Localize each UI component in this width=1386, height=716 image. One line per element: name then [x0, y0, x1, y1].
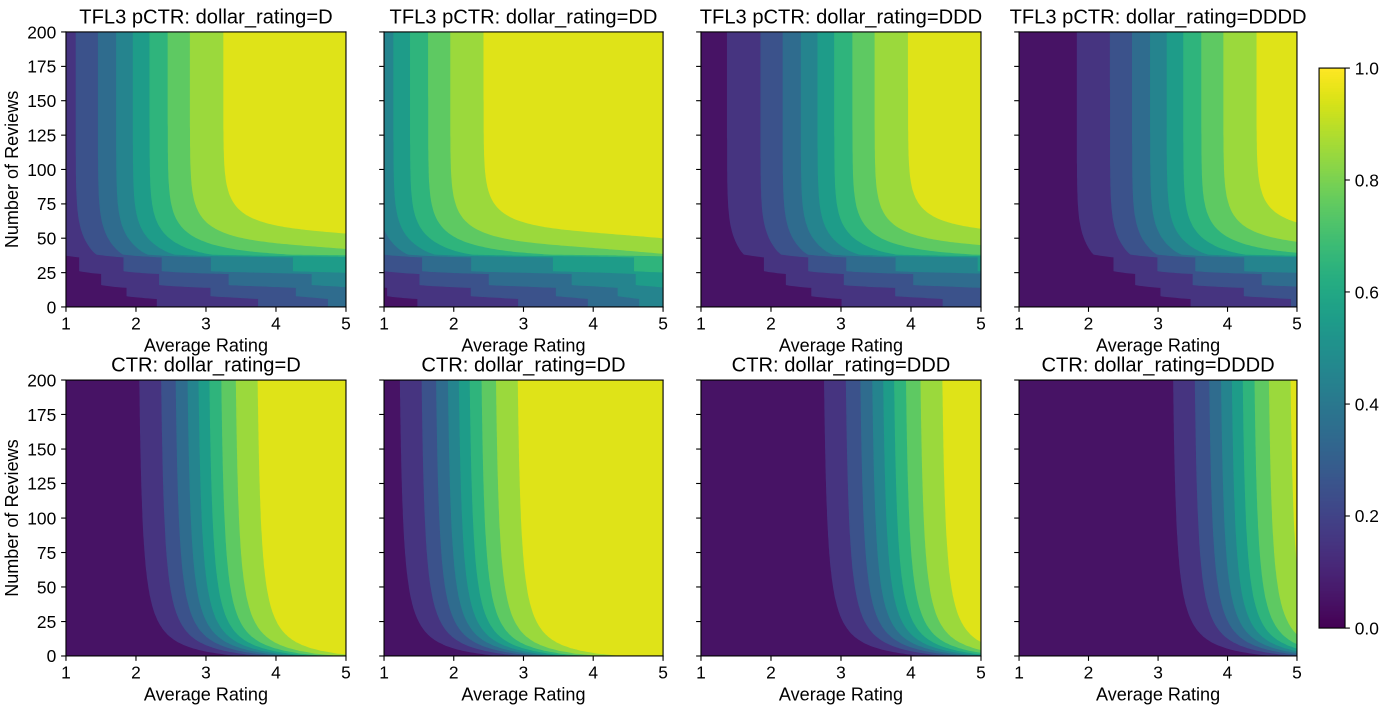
svg-text:5: 5	[341, 313, 351, 333]
svg-text:Average Rating: Average Rating	[144, 685, 268, 705]
svg-text:2: 2	[1084, 313, 1094, 333]
svg-text:Average Rating: Average Rating	[461, 685, 585, 705]
svg-text:Average Rating: Average Rating	[779, 336, 903, 356]
svg-text:4: 4	[1223, 313, 1233, 333]
svg-text:5: 5	[1292, 313, 1302, 333]
svg-text:3: 3	[519, 313, 529, 333]
svg-text:1: 1	[379, 662, 389, 682]
svg-text:4: 4	[906, 662, 916, 682]
svg-text:2: 2	[449, 662, 459, 682]
svg-text:Average Rating: Average Rating	[779, 685, 903, 705]
svg-text:5: 5	[341, 662, 351, 682]
svg-text:50: 50	[37, 577, 56, 597]
svg-text:2: 2	[131, 662, 141, 682]
svg-text:TFL3 pCTR: dollar_rating=DDD: TFL3 pCTR: dollar_rating=DDD	[700, 7, 982, 29]
svg-text:25: 25	[37, 612, 56, 632]
svg-text:3: 3	[836, 313, 846, 333]
svg-text:1: 1	[1014, 662, 1024, 682]
svg-text:Average Rating: Average Rating	[461, 336, 585, 356]
svg-text:100: 100	[27, 160, 56, 180]
svg-text:2: 2	[766, 313, 776, 333]
svg-text:Average Rating: Average Rating	[1096, 685, 1220, 705]
svg-text:TFL3 pCTR: dollar_rating=D: TFL3 pCTR: dollar_rating=D	[79, 7, 332, 29]
svg-text:1: 1	[61, 313, 71, 333]
svg-text:CTR: dollar_rating=D: CTR: dollar_rating=D	[111, 355, 301, 377]
svg-text:Average Rating: Average Rating	[1096, 336, 1220, 356]
svg-text:TFL3 pCTR: dollar_rating=DDDD: TFL3 pCTR: dollar_rating=DDDD	[1010, 7, 1307, 29]
svg-text:1: 1	[1014, 313, 1024, 333]
svg-text:3: 3	[201, 662, 211, 682]
svg-text:150: 150	[27, 91, 56, 111]
svg-text:2: 2	[449, 313, 459, 333]
svg-text:175: 175	[27, 405, 56, 425]
svg-text:TFL3 pCTR: dollar_rating=DD: TFL3 pCTR: dollar_rating=DD	[390, 7, 658, 29]
svg-text:3: 3	[1153, 662, 1163, 682]
svg-text:1: 1	[696, 313, 706, 333]
svg-text:1.0: 1.0	[1355, 58, 1379, 78]
svg-text:0.0: 0.0	[1355, 618, 1379, 638]
svg-text:0.8: 0.8	[1355, 170, 1379, 190]
svg-text:CTR: dollar_rating=DDD: CTR: dollar_rating=DDD	[732, 355, 951, 377]
svg-text:5: 5	[658, 662, 668, 682]
svg-text:5: 5	[976, 662, 986, 682]
svg-text:5: 5	[658, 313, 668, 333]
svg-text:200: 200	[27, 22, 56, 42]
svg-text:25: 25	[37, 263, 56, 283]
svg-text:4: 4	[588, 662, 598, 682]
svg-text:2: 2	[131, 313, 141, 333]
svg-text:0.6: 0.6	[1355, 282, 1379, 302]
svg-text:200: 200	[27, 370, 56, 390]
svg-text:2: 2	[1084, 662, 1094, 682]
svg-text:4: 4	[906, 313, 916, 333]
svg-text:1: 1	[61, 662, 71, 682]
svg-text:0: 0	[47, 297, 57, 317]
svg-text:5: 5	[976, 313, 986, 333]
svg-text:3: 3	[519, 662, 529, 682]
svg-text:0.2: 0.2	[1355, 506, 1379, 526]
svg-text:Number of Reviews: Number of Reviews	[2, 439, 22, 596]
svg-text:4: 4	[271, 662, 281, 682]
svg-text:4: 4	[271, 313, 281, 333]
svg-text:CTR: dollar_rating=DDDD: CTR: dollar_rating=DDDD	[1041, 355, 1274, 377]
svg-text:175: 175	[27, 57, 56, 77]
svg-text:3: 3	[1153, 313, 1163, 333]
svg-text:150: 150	[27, 439, 56, 459]
svg-text:100: 100	[27, 508, 56, 528]
svg-text:3: 3	[836, 662, 846, 682]
svg-text:1: 1	[696, 662, 706, 682]
svg-text:2: 2	[766, 662, 776, 682]
svg-text:0.4: 0.4	[1355, 394, 1379, 414]
svg-text:50: 50	[37, 229, 56, 249]
svg-text:5: 5	[1292, 662, 1302, 682]
svg-text:3: 3	[201, 313, 211, 333]
svg-text:125: 125	[27, 474, 56, 494]
svg-text:1: 1	[379, 313, 389, 333]
svg-text:CTR: dollar_rating=DD: CTR: dollar_rating=DD	[421, 355, 625, 377]
svg-text:Number of Reviews: Number of Reviews	[2, 91, 22, 248]
svg-text:125: 125	[27, 125, 56, 145]
svg-text:0: 0	[47, 646, 57, 666]
svg-text:75: 75	[37, 543, 56, 563]
svg-text:Average Rating: Average Rating	[144, 336, 268, 356]
svg-text:4: 4	[588, 313, 598, 333]
svg-text:4: 4	[1223, 662, 1233, 682]
svg-text:75: 75	[37, 194, 56, 214]
